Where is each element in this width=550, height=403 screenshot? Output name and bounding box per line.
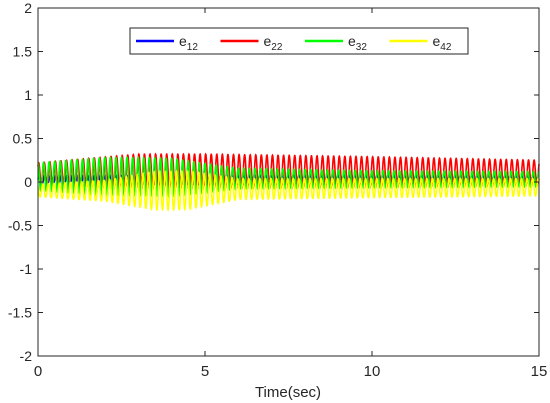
- y-tick-label: -2: [20, 348, 33, 364]
- y-tick-label: -0.5: [8, 218, 32, 234]
- x-axis-label: Time(sec): [255, 384, 321, 401]
- series-layer: [37, 152, 540, 212]
- ticks: 0 5 10 15 -2 -1.5 -1 -0.5 0 0.5 1 1.5 2: [8, 0, 547, 380]
- series-line-e42: [37, 169, 540, 212]
- y-tick-label: 0.5: [13, 131, 33, 147]
- series-line-e32: [37, 155, 540, 199]
- y-tick-label: 1.5: [13, 44, 33, 60]
- y-tick-label: -1: [20, 261, 33, 277]
- x-tick-label: 5: [201, 363, 209, 380]
- legend: e12 e22 e32 e42: [129, 27, 469, 55]
- x-tick-label: 10: [364, 363, 381, 380]
- y-tick-label: 0: [24, 174, 32, 190]
- y-tick-label: 1: [24, 87, 32, 103]
- y-tick-label: -1.5: [8, 305, 32, 321]
- x-tick-label: 15: [531, 363, 548, 380]
- y-tick-label: 2: [24, 0, 32, 16]
- x-tick-label: 0: [34, 363, 42, 380]
